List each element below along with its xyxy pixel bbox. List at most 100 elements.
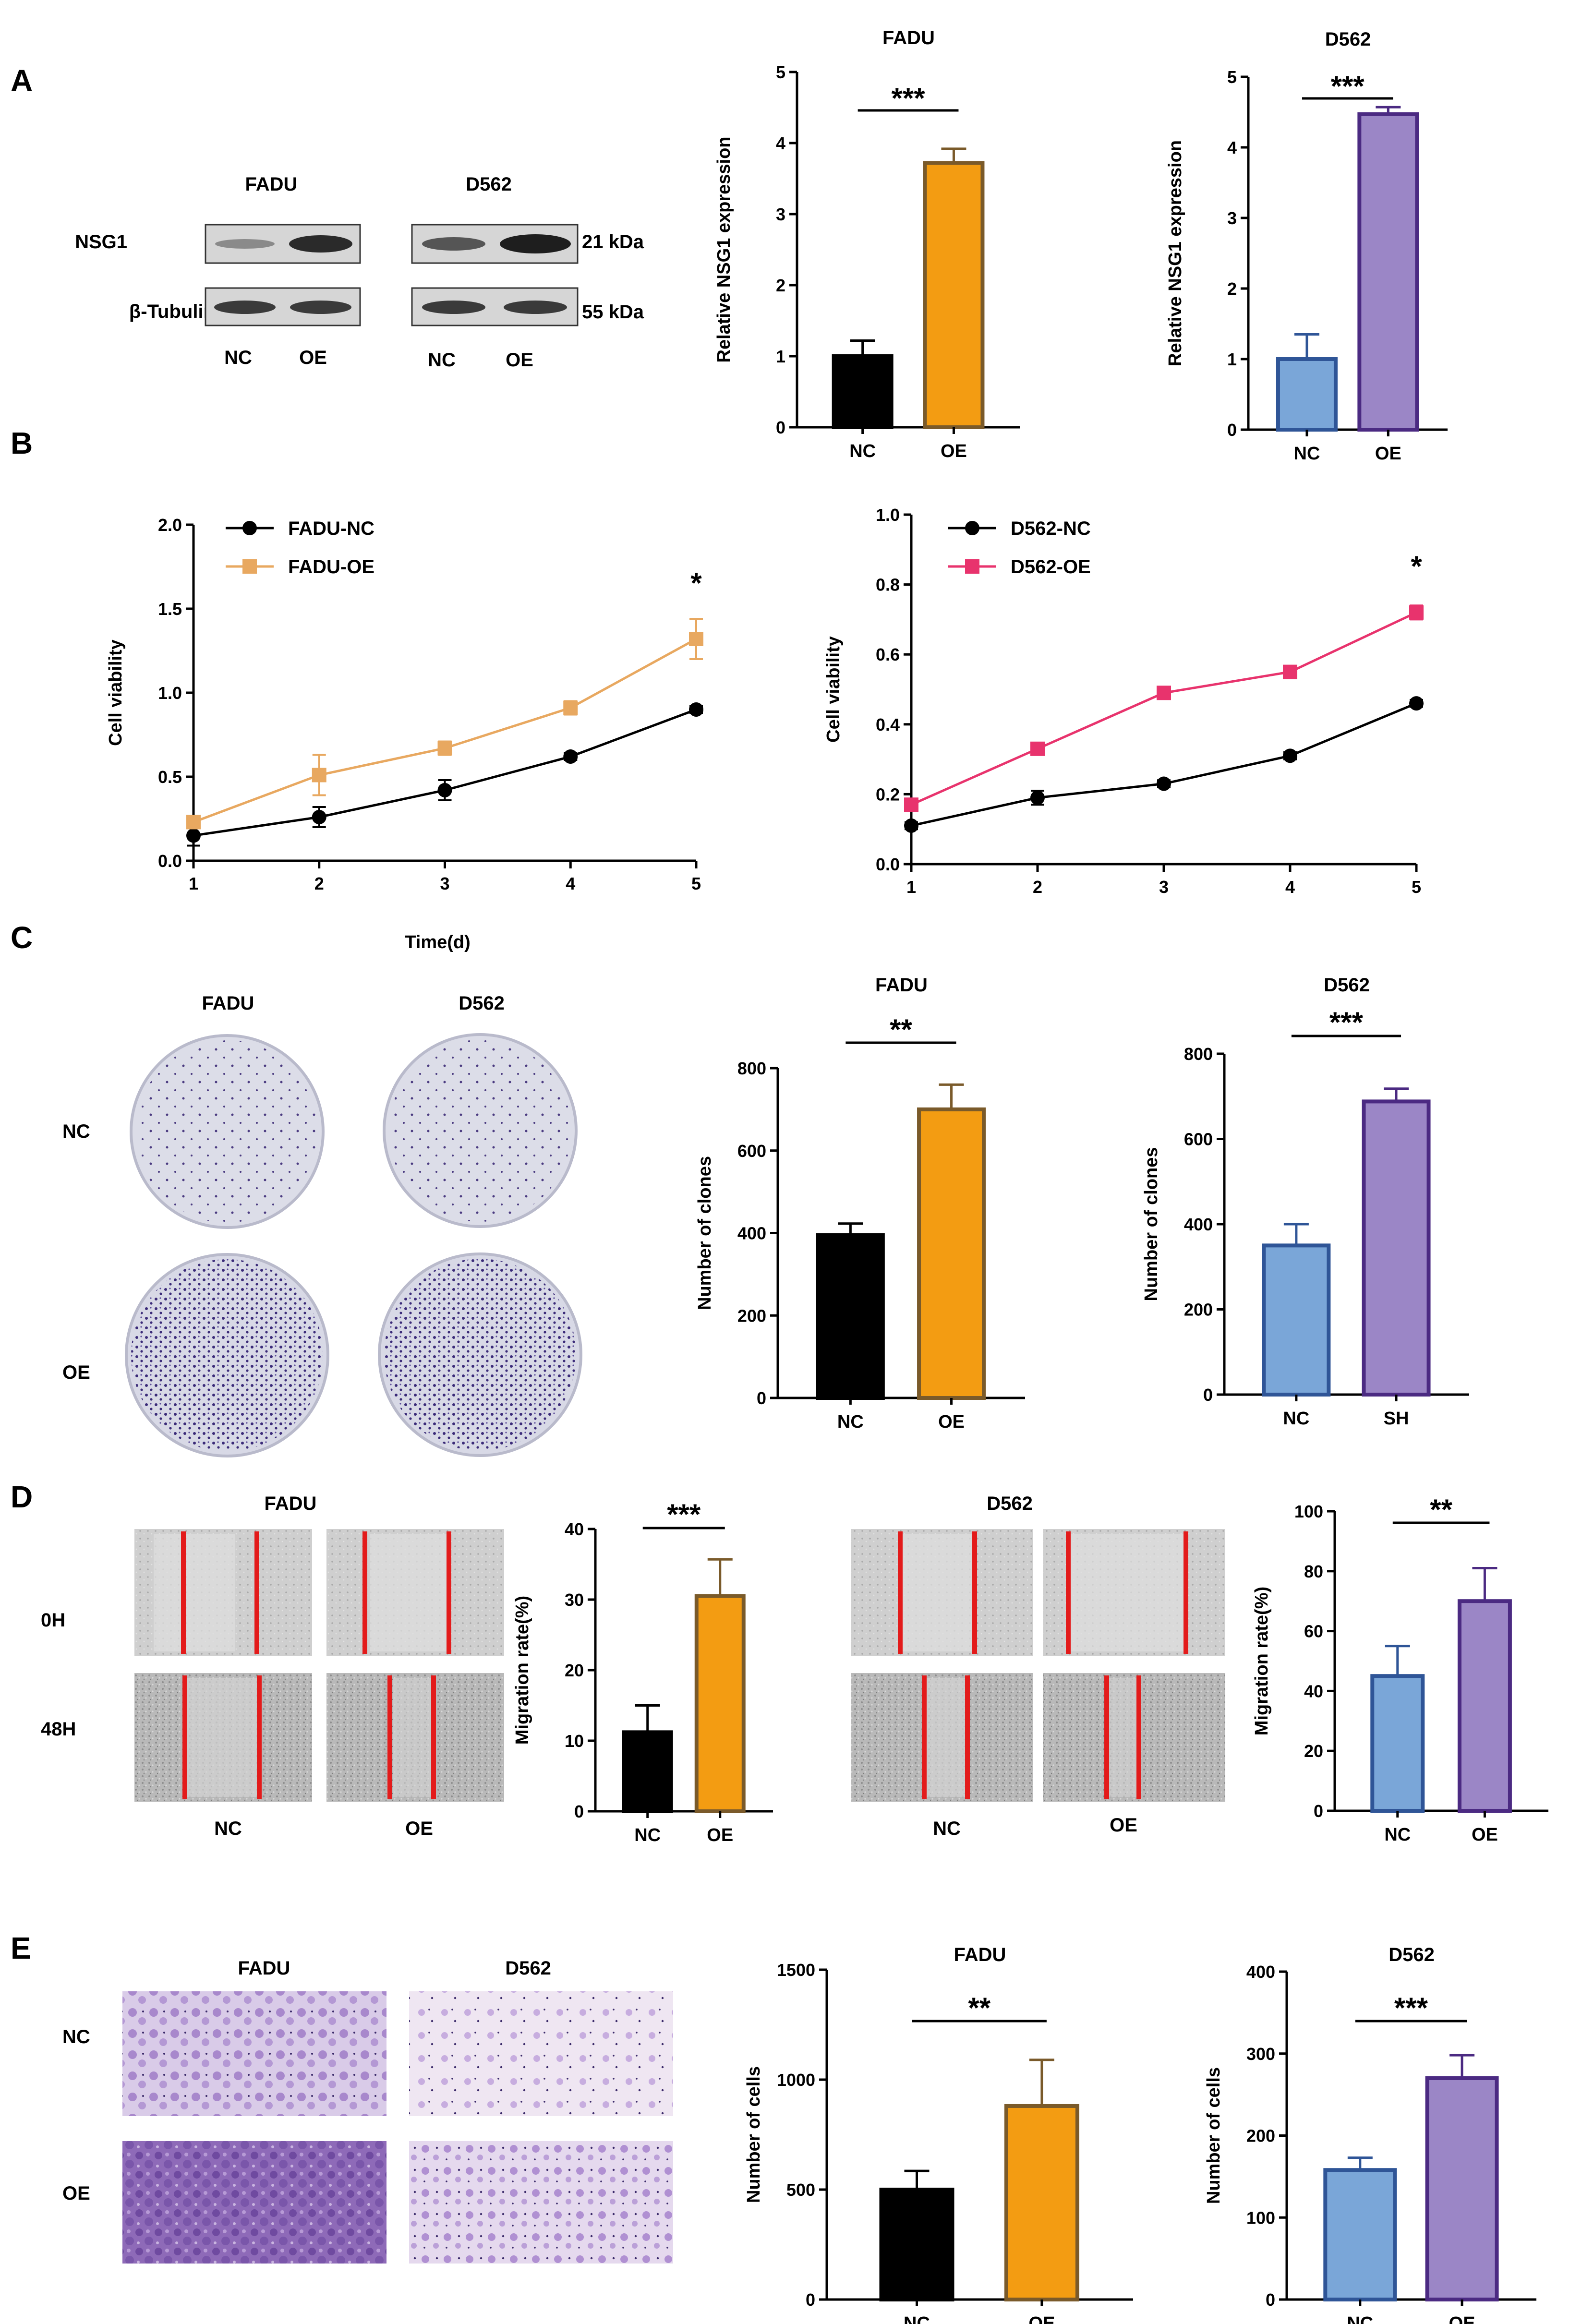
panel-letter-a: A — [11, 63, 33, 98]
y-axis-label: Migration rate(%) — [512, 1596, 532, 1745]
x-tick-label: 1 — [906, 877, 916, 897]
x-tick-label: 4 — [1285, 877, 1295, 897]
y-tick-label: 0.0 — [876, 855, 900, 874]
chart-title: FADU — [954, 1944, 1006, 1965]
y-tick-label: 0 — [1266, 2290, 1275, 2310]
blot-lane-nc: NC — [224, 347, 252, 368]
bar — [816, 1233, 885, 1400]
y-tick-label: 400 — [1246, 1962, 1275, 1982]
bar — [1357, 112, 1419, 432]
x-tick-label: NC — [837, 1412, 864, 1432]
y-tick-label: 2 — [1227, 279, 1237, 299]
significance-mark: ** — [968, 1992, 990, 2024]
legend-marker — [242, 559, 257, 574]
bar — [1457, 1599, 1512, 1813]
transwell-image — [409, 1991, 673, 2116]
data-point — [1409, 605, 1424, 620]
colony-plate-dots — [136, 1040, 318, 1223]
blot-row-nsg1: NSG1 — [75, 231, 127, 253]
y-tick-label: 600 — [1184, 1130, 1213, 1149]
series-line — [193, 708, 697, 837]
y-tick-label: 20 — [565, 1661, 584, 1680]
y-tick-label: 60 — [1304, 1622, 1323, 1641]
y-tick-label: 4 — [1227, 138, 1237, 157]
bar-chart-d562-clones: 0 200 400 600 800 D562 Number of clones NC SH *** — [1141, 975, 1469, 1429]
data-point — [689, 702, 703, 717]
y-tick-label: 0.4 — [876, 715, 900, 735]
bar-chart-fadu-clones: 0 200 400 600 800 FADU Number of clones NC OE ** — [695, 975, 1025, 1432]
legend-marker — [965, 521, 979, 535]
data-point — [1409, 696, 1424, 711]
wound-gap — [903, 1534, 975, 1651]
y-tick-label: 100 — [1246, 2208, 1275, 2228]
transwell-image — [122, 1991, 386, 2116]
chart-title: D562 — [1325, 29, 1371, 50]
y-tick-label: 0 — [1203, 1385, 1213, 1405]
wound-edge-lines — [181, 1531, 1188, 1799]
data-point — [186, 828, 201, 843]
chart-title: FADU — [875, 975, 928, 996]
y-tick-label: 0 — [574, 1802, 584, 1821]
blot-band — [500, 234, 571, 253]
legend-label: FADU-NC — [288, 518, 374, 539]
y-axis-label: Number of cells — [1204, 2067, 1224, 2204]
y-tick-label: 0.8 — [876, 575, 900, 595]
x-tick-label: SH — [1384, 1409, 1409, 1429]
data-point — [437, 741, 452, 756]
wound-row-48h: 48H — [41, 1719, 76, 1740]
blot-lane-oe: OE — [299, 347, 327, 368]
y-tick-label: 200 — [1184, 1300, 1213, 1320]
y-tick-label: 400 — [1184, 1215, 1213, 1234]
transwell-row-oe: OE — [62, 2183, 90, 2204]
x-tick-label: OE — [1028, 2313, 1055, 2324]
data-point — [1157, 686, 1171, 700]
panel-letter-e: E — [11, 1931, 31, 1965]
significance-mark: ** — [1430, 1493, 1452, 1526]
x-tick-label: NC — [849, 441, 876, 461]
data-point — [1030, 741, 1045, 756]
blot-band — [214, 301, 276, 314]
western-blot: FADU D562 NSG1 β-Tubulin 21 kDa 55 kDa N… — [75, 174, 644, 371]
bar — [917, 1107, 986, 1400]
transwell-image — [122, 2141, 386, 2264]
bar-chart-d562-nsg1: 0 1 2 3 4 5 D562 Relative NSG1 expression NC OE **… — [1165, 29, 1448, 464]
colony-row-oe: OE — [62, 1362, 90, 1383]
data-point — [1030, 790, 1045, 805]
x-tick-label: NC — [1294, 444, 1320, 464]
wound-title-fadu: FADU — [265, 1493, 317, 1514]
y-axis-label: Relative NSG1 expression — [714, 137, 734, 363]
wound-row-0h: 0H — [41, 1610, 65, 1631]
wound-gap — [1109, 1678, 1138, 1797]
wound-images: FADU D562 0H 48H NC OE NC — [41, 1493, 1225, 1839]
x-tick-label: 3 — [440, 874, 449, 893]
y-axis-label: Cell viability — [823, 636, 844, 743]
blot-band — [289, 235, 352, 253]
y-tick-label: 1.0 — [158, 683, 182, 703]
blot-size-55kda: 55 kDa — [582, 301, 644, 323]
y-tick-label: 1.0 — [876, 505, 900, 525]
y-tick-label: 1500 — [777, 1960, 815, 1980]
bar — [1262, 1243, 1331, 1397]
chart-title: D562 — [1389, 1944, 1435, 1965]
data-point — [689, 632, 703, 646]
blot-row-tubulin: β-Tubulin — [129, 301, 215, 322]
significance-mark: * — [1411, 550, 1422, 582]
data-point — [312, 810, 326, 824]
y-tick-label: 30 — [565, 1590, 584, 1610]
significance-mark: *** — [1329, 1006, 1364, 1038]
y-axis-label: Number of cells — [744, 2066, 764, 2203]
y-tick-label: 800 — [737, 1059, 766, 1078]
blot-title-fadu: FADU — [245, 174, 298, 195]
y-tick-label: 0 — [1314, 1801, 1323, 1821]
data-point — [563, 700, 578, 715]
y-tick-label: 1.5 — [158, 599, 182, 619]
x-tick-label: 4 — [566, 874, 575, 893]
colony-col-fadu: FADU — [202, 993, 254, 1014]
blot-lane-nc: NC — [428, 349, 456, 371]
line-chart-d562-viability: 0.0 0.2 0.4 0.6 0.8 1.0 1 2 3 4 5 Cell viability D56… — [823, 505, 1424, 897]
series-line — [911, 702, 1417, 827]
x-tick-label: OE — [1472, 1825, 1498, 1845]
data-point — [312, 768, 326, 783]
x-tick-label: OE — [1449, 2313, 1475, 2324]
y-tick-label: 1 — [776, 347, 785, 366]
